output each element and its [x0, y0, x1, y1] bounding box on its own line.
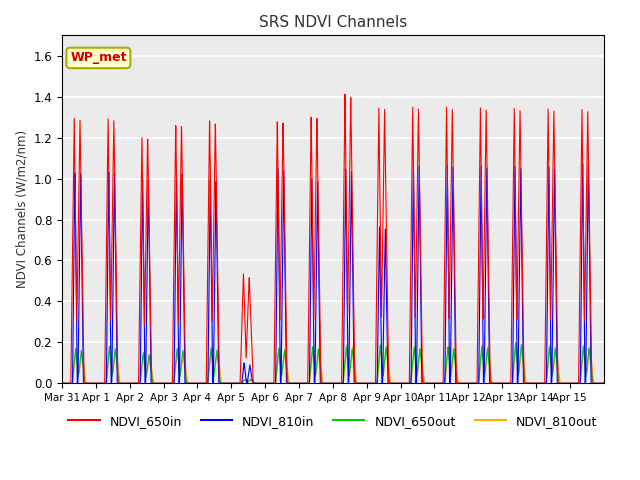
Title: SRS NDVI Channels: SRS NDVI Channels [259, 15, 407, 30]
Legend: NDVI_650in, NDVI_810in, NDVI_650out, NDVI_810out: NDVI_650in, NDVI_810in, NDVI_650out, NDV… [63, 410, 602, 433]
Y-axis label: NDVI Channels (W/m2/nm): NDVI Channels (W/m2/nm) [15, 130, 28, 288]
Text: WP_met: WP_met [70, 51, 127, 64]
